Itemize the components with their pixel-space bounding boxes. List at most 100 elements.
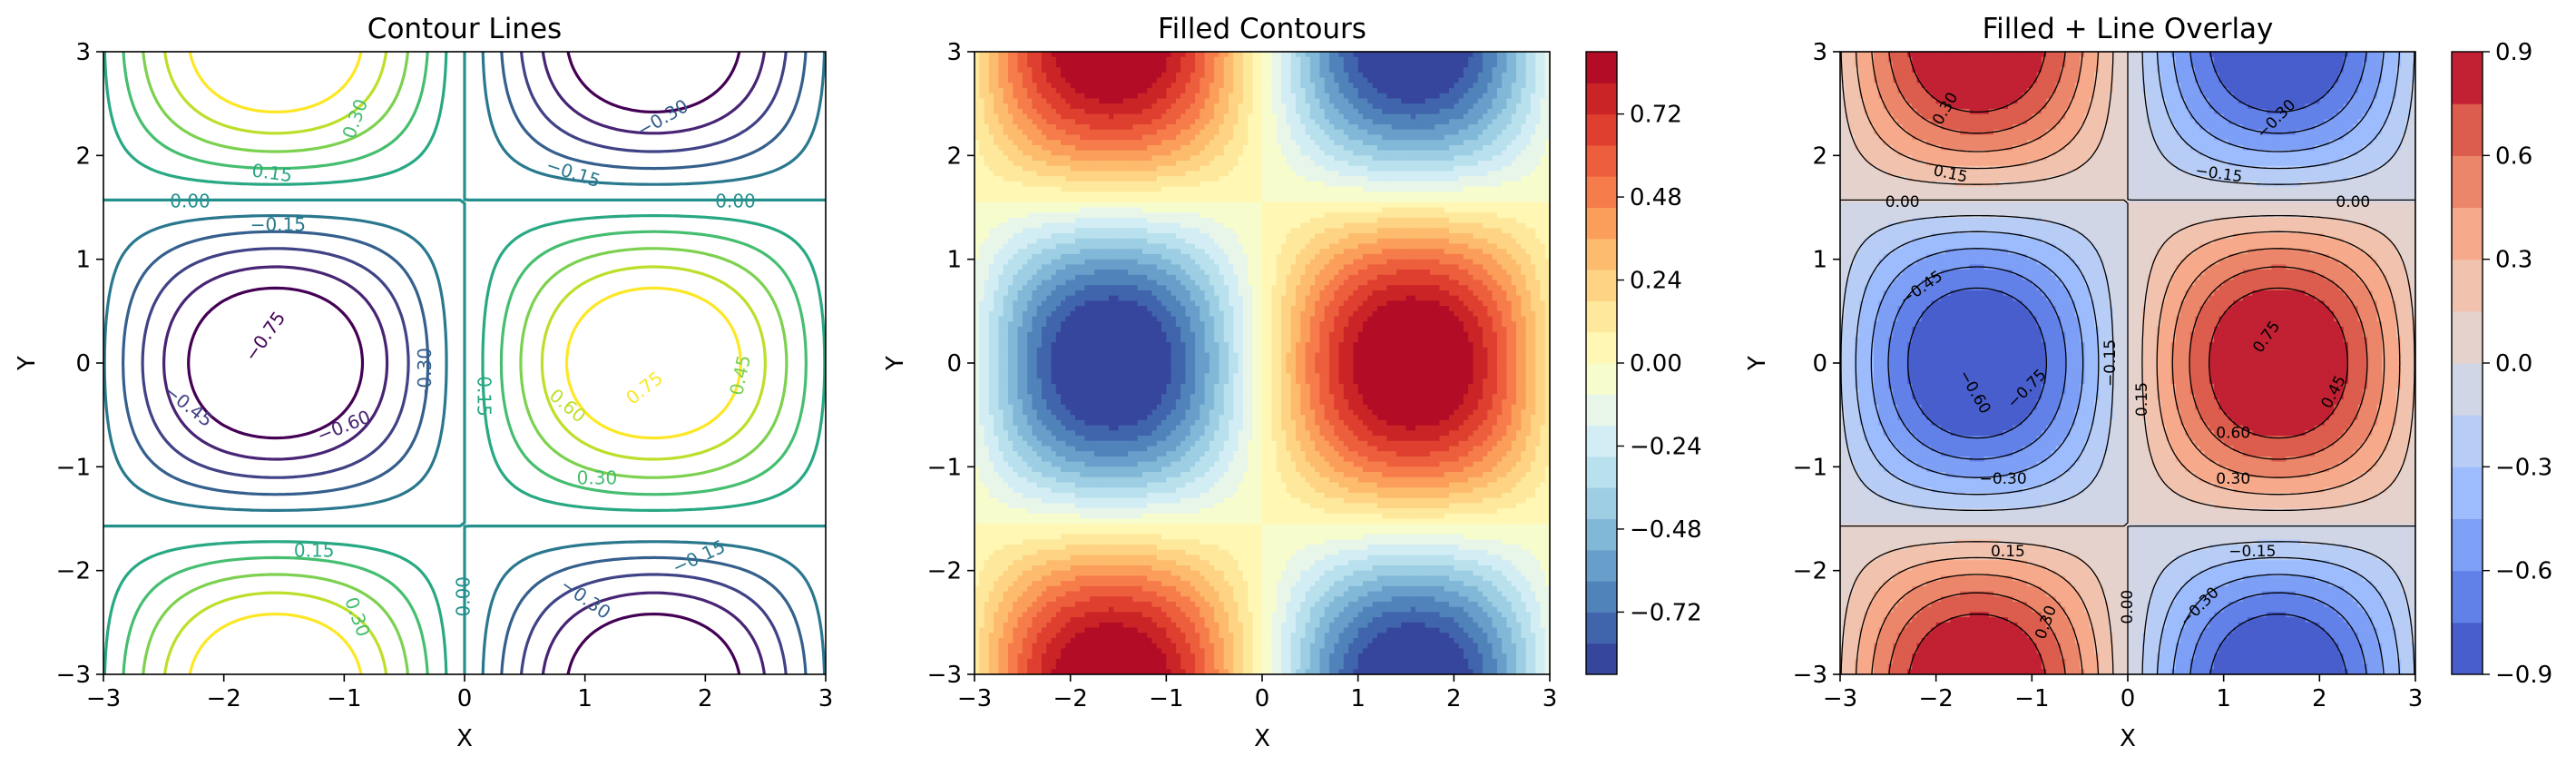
- contour-label: −0.45: [160, 380, 217, 432]
- filled-contour-cell: [1348, 108, 1354, 115]
- filled-contour-cell: [1238, 243, 1244, 250]
- filled-contour-cell: [1305, 201, 1311, 209]
- filled-contour-cell: [1401, 201, 1407, 209]
- filled-contour-cell: [1439, 52, 1445, 58]
- filled-contour-cell: [1458, 155, 1464, 162]
- filled-contour-cell: [1386, 72, 1393, 79]
- filled-contour-cell: [1041, 171, 1047, 177]
- filled-contour-cell: [1372, 217, 1378, 224]
- filled-contour-cell: [994, 233, 1000, 240]
- filled-contour-cell: [1175, 217, 1181, 224]
- filled-contour-cell: [984, 222, 990, 229]
- filled-contour-cell: [1003, 186, 1009, 192]
- filled-contour-cell: [1137, 253, 1143, 260]
- filled-contour-cell: [1511, 88, 1517, 94]
- filled-contour-cell: [1084, 176, 1091, 182]
- filled-contour-cell: [1348, 243, 1354, 250]
- filled-contour-cell: [1406, 52, 1412, 58]
- filled-contour-cell: [1099, 253, 1105, 260]
- filled-contour-cell: [1108, 103, 1114, 110]
- filled-contour-cell: [1357, 171, 1364, 177]
- filled-contour-cell: [1454, 83, 1460, 89]
- filled-contour-cell: [1473, 113, 1479, 120]
- filled-contour-cell: [1233, 155, 1239, 162]
- filled-contour-cell: [1338, 129, 1345, 136]
- filled-contour-cell: [1439, 113, 1445, 120]
- filled-contour-cell: [1252, 171, 1259, 177]
- filled-contour-cell: [1382, 93, 1387, 100]
- filled-contour-cell: [1540, 171, 1546, 177]
- filled-contour-cell: [1175, 171, 1181, 177]
- filled-contour-cell: [1309, 62, 1316, 68]
- filled-contour-cell: [1137, 150, 1143, 156]
- filled-contour-cell: [1401, 129, 1407, 136]
- filled-contour-cell: [1041, 197, 1047, 203]
- filled-contour-cell: [1113, 140, 1120, 146]
- filled-contour-cell: [1391, 161, 1397, 167]
- filled-contour-cell: [1540, 124, 1546, 131]
- filled-contour-cell: [1324, 259, 1330, 265]
- filled-contour-cell: [975, 249, 980, 255]
- filled-contour-cell: [994, 108, 1000, 115]
- filled-contour-cell: [1319, 228, 1326, 234]
- filled-contour-cell: [1022, 155, 1028, 162]
- filled-contour-cell: [1406, 103, 1412, 110]
- filled-contour-cell: [1276, 62, 1282, 68]
- filled-contour-cell: [1147, 238, 1153, 245]
- filled-contour-cell: [1449, 197, 1455, 203]
- filled-contour-cell: [1080, 124, 1086, 131]
- filled-contour-cell: [1468, 62, 1474, 68]
- filled-contour-cell: [1357, 217, 1364, 224]
- filled-contour-cell: [1544, 77, 1550, 83]
- filled-contour-cell: [1122, 88, 1129, 94]
- filled-contour-cell: [1449, 165, 1455, 172]
- filled-contour-cell: [1502, 243, 1508, 250]
- filled-contour-cell: [1103, 93, 1110, 100]
- filled-contour-cell: [1094, 134, 1100, 141]
- filled-contour-cell: [1468, 165, 1474, 172]
- filled-contour-cell: [1372, 52, 1378, 58]
- filled-contour-cell: [1483, 52, 1488, 58]
- filled-contour-cell: [1214, 93, 1220, 100]
- filled-contour-cell: [1046, 83, 1053, 89]
- filled-contour-cell: [1242, 233, 1249, 240]
- filled-contour-cell: [1483, 93, 1488, 100]
- filled-contour-cell: [1295, 192, 1301, 198]
- filled-contour-cell: [1248, 108, 1254, 115]
- filled-contour-cell: [1429, 72, 1435, 79]
- filled-contour-cell: [1483, 98, 1488, 104]
- filled-contour-cell: [1425, 150, 1431, 156]
- filled-contour-cell: [1122, 98, 1129, 104]
- filled-contour-cell: [1420, 155, 1426, 162]
- filled-contour-cell: [1170, 228, 1177, 234]
- filled-contour-cell: [1435, 165, 1441, 172]
- filled-contour-cell: [1080, 83, 1086, 89]
- filled-contour-cell: [1502, 259, 1508, 265]
- filled-contour-cell: [1376, 83, 1383, 89]
- filled-contour-cell: [1281, 165, 1288, 172]
- filled-contour-cell: [1051, 171, 1057, 177]
- filled-contour-cell: [1372, 113, 1378, 120]
- filled-contour-cell: [1262, 228, 1268, 234]
- filled-contour-cell: [1454, 233, 1460, 240]
- filled-contour-cell: [1483, 155, 1488, 162]
- filled-contour-cell: [1401, 124, 1407, 131]
- filled-contour-cell: [1229, 238, 1234, 245]
- filled-contour-cell: [1290, 207, 1297, 213]
- filled-contour-cell: [1065, 233, 1072, 240]
- filled-contour-cell: [1036, 83, 1043, 89]
- filled-contour-cell: [1410, 212, 1416, 219]
- filled-contour-cell: [1343, 228, 1349, 234]
- filled-contour-cell: [1449, 62, 1455, 68]
- filled-contour-cell: [1170, 93, 1177, 100]
- filled-contour-cell: [1544, 212, 1550, 219]
- filled-contour-cell: [1074, 243, 1081, 250]
- filled-contour-cell: [1487, 113, 1494, 120]
- filled-contour-cell: [1521, 181, 1527, 188]
- filled-contour-cell: [1295, 113, 1301, 120]
- filled-contour-cell: [1214, 144, 1220, 152]
- filled-contour-cell: [1300, 113, 1307, 120]
- filled-contour-cell: [1046, 52, 1053, 58]
- filled-contour-cell: [1506, 103, 1513, 110]
- filled-contour-cell: [1252, 52, 1259, 58]
